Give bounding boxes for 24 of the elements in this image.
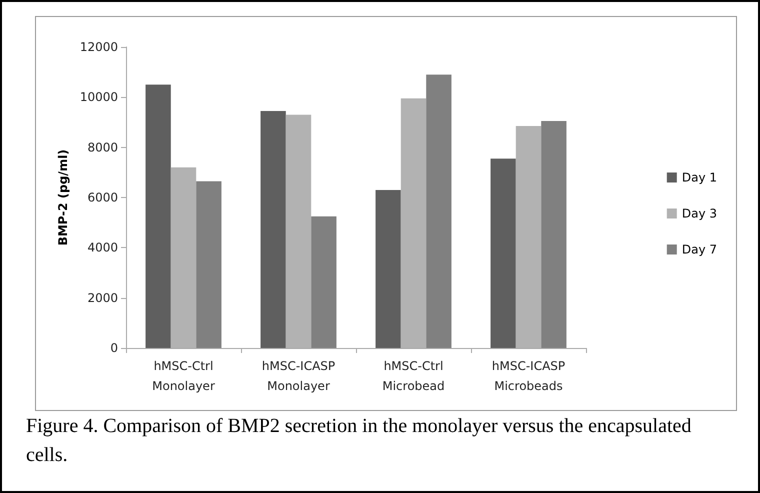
y-tick-label: 2000 <box>87 290 118 305</box>
bar <box>260 110 286 348</box>
x-tick-label: hMSC-Ctrl Monolayer <box>152 359 215 393</box>
y-tick-label: 10000 <box>80 90 118 104</box>
legend-label: Day 7 <box>682 242 718 256</box>
y-tick-label: 8000 <box>87 140 118 154</box>
y-tick-label: 4000 <box>87 240 118 255</box>
y-axis-title: BMP-2 (pg/ml) <box>56 149 70 246</box>
x-tick-label: hMSC-Ctrl Microbead <box>382 359 445 393</box>
bar <box>490 158 516 348</box>
bar <box>541 120 566 348</box>
bar <box>196 181 222 348</box>
bar <box>146 84 171 348</box>
legend-label: Day 3 <box>682 206 718 220</box>
y-tick-label: 0 <box>110 341 118 355</box>
x-tick-label: hMSC-ICASP Microbeads <box>492 359 566 393</box>
y-tick-label: 12000 <box>80 40 118 54</box>
bar <box>426 74 452 348</box>
legend-label: Day 1 <box>682 170 718 184</box>
bar <box>311 216 336 348</box>
caption: Figure 4. Comparison of BMP2 secretion in the monolayer versus the encapsulated cells. <box>26 414 692 468</box>
bar <box>376 190 401 348</box>
y-tick-label: 6000 <box>87 190 118 204</box>
x-tick-label: hMSC-ICASP Monolayer <box>262 359 336 393</box>
